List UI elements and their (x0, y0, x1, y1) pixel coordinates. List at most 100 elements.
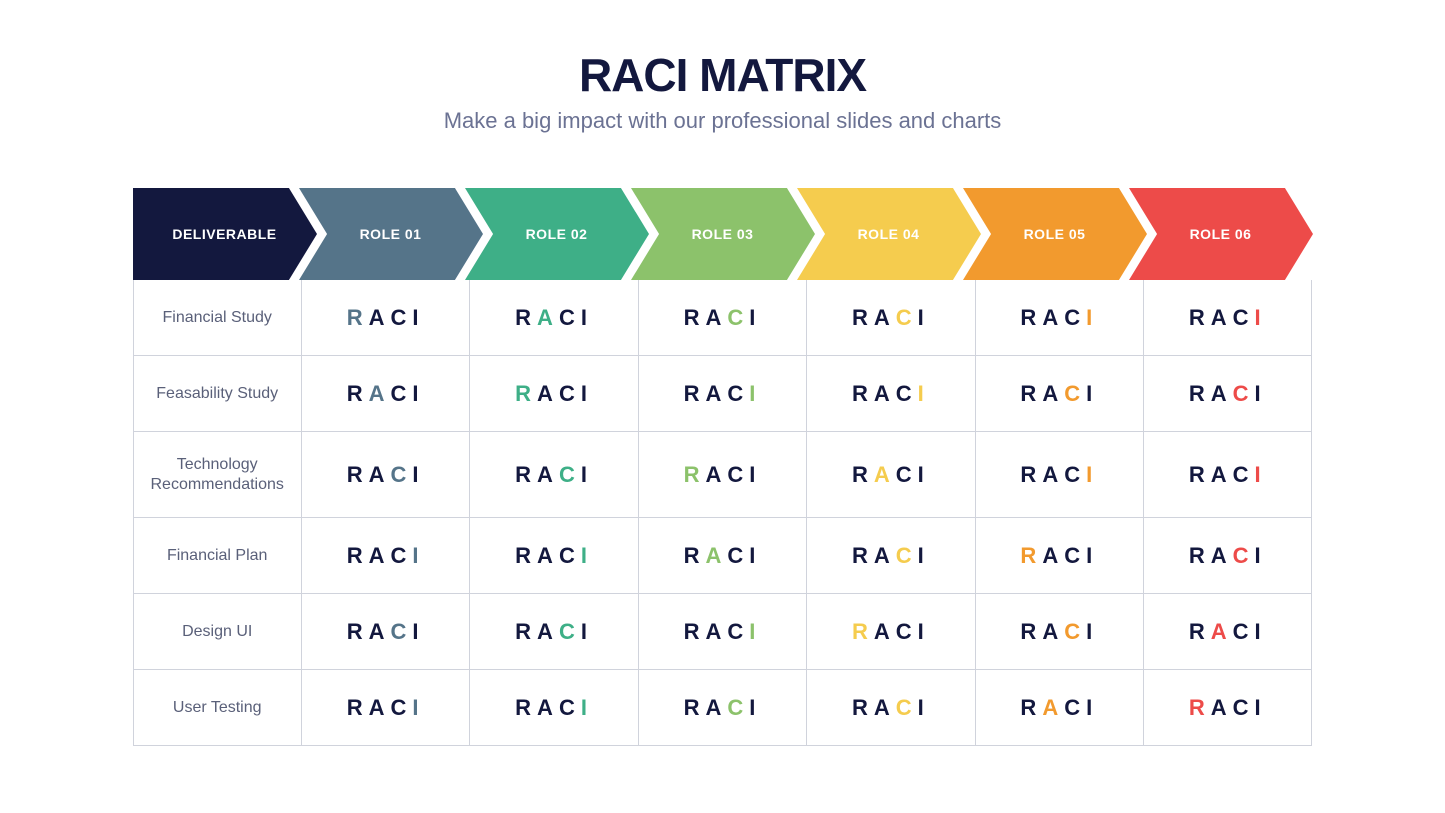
raci-letter: I (581, 543, 593, 569)
raci-letters: RACI (684, 695, 762, 721)
raci-letter: R (852, 543, 874, 569)
raci-cell: RACI (807, 594, 975, 670)
raci-letter: R (515, 619, 537, 645)
header-role: ROLE 02 (465, 188, 649, 280)
deliverable-label: Financial Study (163, 308, 272, 328)
raci-letter: R (1189, 543, 1211, 569)
raci-letters: RACI (1189, 305, 1267, 331)
raci-cell: RACI (1144, 432, 1312, 518)
raci-letter: R (515, 305, 537, 331)
raci-letter: A (1042, 543, 1064, 569)
raci-letter: A (1211, 462, 1233, 488)
raci-letter: R (515, 695, 537, 721)
raci-letter: I (1086, 543, 1098, 569)
deliverable-label: Design UI (182, 622, 252, 642)
raci-letter: C (391, 695, 413, 721)
raci-letters: RACI (852, 695, 930, 721)
raci-letter: A (537, 695, 559, 721)
raci-letter: I (412, 305, 424, 331)
raci-letter: A (705, 305, 727, 331)
raci-letter: I (581, 305, 593, 331)
raci-letter: I (412, 543, 424, 569)
raci-letter: C (1233, 695, 1255, 721)
raci-letter: I (749, 462, 761, 488)
raci-letter: A (874, 381, 896, 407)
raci-cell: RACI (1144, 670, 1312, 746)
raci-letter: R (852, 381, 874, 407)
raci-letter: R (515, 381, 537, 407)
raci-letters: RACI (684, 381, 762, 407)
raci-letter: R (1189, 462, 1211, 488)
raci-letter: I (1086, 381, 1098, 407)
raci-letter: C (1233, 305, 1255, 331)
raci-letters: RACI (852, 381, 930, 407)
raci-cell: RACI (302, 518, 470, 594)
deliverable-cell: Technology Recommendations (134, 432, 302, 518)
raci-letters: RACI (1020, 619, 1098, 645)
raci-cell: RACI (639, 356, 807, 432)
raci-letter: I (581, 462, 593, 488)
raci-letter: R (1020, 695, 1042, 721)
raci-letter: R (852, 462, 874, 488)
raci-letter: I (581, 381, 593, 407)
raci-letters: RACI (852, 543, 930, 569)
raci-letter: R (852, 305, 874, 331)
raci-cell: RACI (639, 670, 807, 746)
raci-letter: C (559, 695, 581, 721)
raci-cell: RACI (807, 432, 975, 518)
raci-letter: C (391, 619, 413, 645)
raci-letter: R (347, 305, 369, 331)
raci-letters: RACI (347, 543, 425, 569)
raci-letter: I (918, 543, 930, 569)
raci-letter: A (369, 695, 391, 721)
raci-letter: A (537, 381, 559, 407)
raci-letter: I (412, 619, 424, 645)
raci-letter: A (705, 695, 727, 721)
header-role: ROLE 05 (963, 188, 1147, 280)
raci-cell: RACI (976, 594, 1144, 670)
raci-cell: RACI (302, 670, 470, 746)
raci-letter: A (874, 305, 896, 331)
raci-letters: RACI (347, 381, 425, 407)
raci-letter: A (369, 619, 391, 645)
raci-letter: I (749, 305, 761, 331)
header-role: ROLE 06 (1129, 188, 1313, 280)
raci-letter: A (1042, 695, 1064, 721)
raci-letter: R (347, 543, 369, 569)
raci-letter: I (1086, 462, 1098, 488)
raci-cell: RACI (1144, 594, 1312, 670)
raci-letter: R (347, 381, 369, 407)
raci-letter: R (684, 305, 706, 331)
raci-letter: R (852, 619, 874, 645)
raci-cell: RACI (470, 518, 638, 594)
raci-letter: A (537, 543, 559, 569)
raci-letter: C (559, 381, 581, 407)
raci-letters: RACI (852, 619, 930, 645)
raci-cell: RACI (470, 670, 638, 746)
raci-letter: I (749, 543, 761, 569)
raci-letters: RACI (684, 543, 762, 569)
raci-letter: A (537, 462, 559, 488)
raci-letters: RACI (684, 305, 762, 331)
raci-letter: C (1233, 543, 1255, 569)
raci-cell: RACI (976, 432, 1144, 518)
raci-letter: I (918, 462, 930, 488)
header-role: ROLE 01 (299, 188, 483, 280)
deliverable-label: Financial Plan (167, 546, 268, 566)
raci-letter: A (369, 462, 391, 488)
raci-letter: R (1020, 381, 1042, 407)
raci-letter: C (727, 695, 749, 721)
raci-letter: C (896, 305, 918, 331)
header-role-label: ROLE 06 (1190, 226, 1252, 242)
raci-letters: RACI (515, 305, 593, 331)
raci-letter: C (391, 462, 413, 488)
raci-letters: RACI (515, 695, 593, 721)
page-subtitle: Make a big impact with our professional … (0, 108, 1445, 134)
table-row: Technology RecommendationsRACIRACIRACIRA… (134, 432, 1313, 518)
raci-letters: RACI (515, 462, 593, 488)
raci-letter: R (1020, 543, 1042, 569)
raci-letter: A (1211, 543, 1233, 569)
raci-letter: R (1020, 619, 1042, 645)
raci-letter: A (705, 619, 727, 645)
raci-letter: C (1064, 305, 1086, 331)
